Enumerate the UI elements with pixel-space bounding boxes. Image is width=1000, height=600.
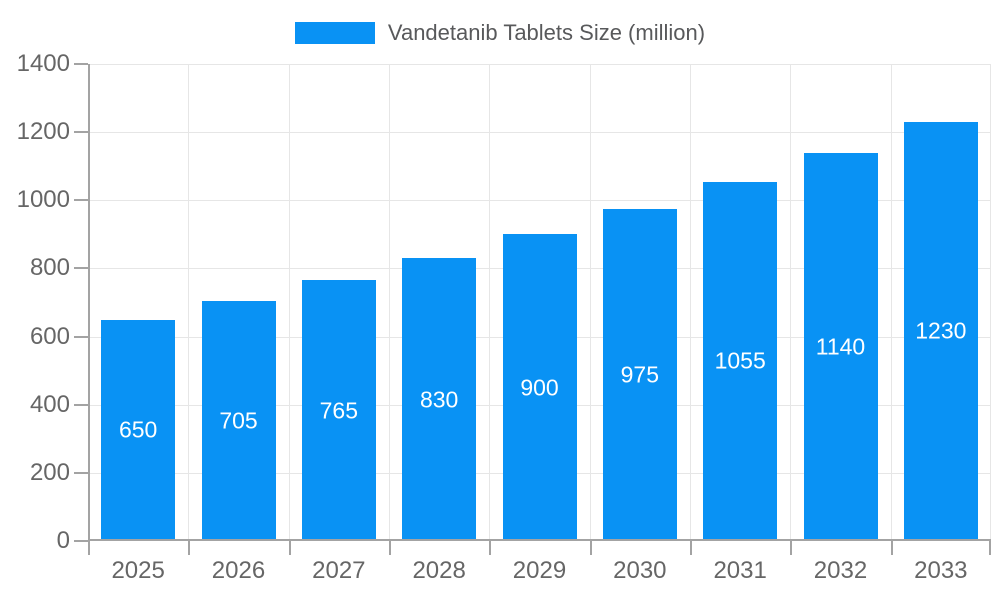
y-axis-tick	[74, 131, 88, 134]
bar-value-label: 1140	[815, 333, 866, 360]
y-axis-tick	[74, 267, 88, 270]
y-axis-line	[88, 64, 90, 541]
x-axis-tick	[589, 541, 592, 555]
v-gridline	[188, 64, 190, 541]
v-gridline	[790, 64, 792, 541]
h-gridline	[88, 200, 991, 202]
y-axis-tick	[74, 63, 88, 65]
h-gridline	[88, 64, 991, 65]
v-gridline	[990, 64, 991, 541]
bar-value-label: 765	[319, 397, 359, 424]
x-tick-label: 2026	[211, 557, 266, 584]
x-tick-label: 2027	[312, 557, 366, 584]
y-axis-tick	[74, 335, 88, 338]
y-tick-label: 200	[29, 458, 70, 486]
bar[interactable]: 705	[201, 300, 276, 541]
legend-label: Vandetanib Tablets Size (million)	[387, 20, 706, 45]
x-axis-tick	[890, 541, 893, 555]
x-tick-label: 2029	[512, 557, 567, 584]
x-axis-tick	[489, 541, 492, 555]
bar-value-label: 650	[118, 416, 158, 443]
x-axis-tick	[288, 541, 291, 555]
v-gridline	[489, 64, 491, 541]
legend-item[interactable]: Vandetanib Tablets Size (million)	[0, 20, 1000, 46]
y-tick-label: 0	[56, 527, 70, 554]
v-gridline	[288, 64, 290, 541]
plot-area: 0 200 400 600 800 1000 1200 1400 2025 2026 2027 202…	[17, 52, 991, 583]
x-tick-label: 2025	[111, 557, 165, 584]
y-axis-tick	[74, 471, 88, 474]
legend-swatch	[294, 22, 375, 44]
x-axis-tick	[989, 541, 991, 555]
bar-value-label: 1230	[915, 317, 967, 344]
y-tick-label: 1200	[16, 118, 70, 146]
v-gridline	[589, 64, 591, 541]
bar[interactable]: 1230	[903, 121, 978, 541]
y-axis-tick	[74, 403, 88, 406]
bar[interactable]: 900	[502, 234, 577, 541]
bar-value-label: 900	[520, 374, 559, 401]
x-tick-label: 2032	[813, 557, 868, 584]
x-tick-label: 2031	[713, 557, 767, 584]
v-gridline	[690, 64, 691, 541]
v-gridline	[389, 64, 390, 541]
bar-value-label: 830	[419, 386, 459, 413]
v-gridline	[890, 64, 892, 541]
bar-value-label: 975	[620, 361, 660, 388]
x-axis-tick	[188, 541, 191, 555]
x-tick-label: 2028	[412, 557, 466, 584]
x-axis-line	[88, 539, 991, 541]
bar[interactable]: 765	[301, 280, 376, 541]
x-tick-label: 2033	[914, 557, 968, 584]
x-tick-label: 2030	[613, 557, 667, 584]
y-axis-tick	[74, 540, 88, 542]
y-tick-label: 1400	[16, 50, 70, 77]
x-axis-tick	[790, 541, 793, 555]
y-tick-label: 600	[29, 322, 70, 350]
y-tick-label: 1000	[16, 186, 70, 214]
bar[interactable]: 1140	[803, 152, 878, 541]
bar[interactable]: 975	[602, 208, 677, 541]
bar[interactable]: 830	[402, 258, 477, 541]
y-axis-tick	[74, 199, 88, 202]
bar-value-label: 705	[219, 407, 258, 434]
bar-value-label: 1055	[714, 347, 766, 374]
x-axis-tick	[690, 541, 692, 555]
x-axis-tick	[88, 541, 90, 555]
y-tick-label: 800	[29, 254, 70, 282]
h-gridline	[88, 132, 991, 134]
bar[interactable]: 650	[101, 319, 176, 541]
y-tick-label: 400	[29, 390, 70, 418]
x-axis-tick	[389, 541, 391, 555]
bar[interactable]: 1055	[703, 181, 778, 541]
